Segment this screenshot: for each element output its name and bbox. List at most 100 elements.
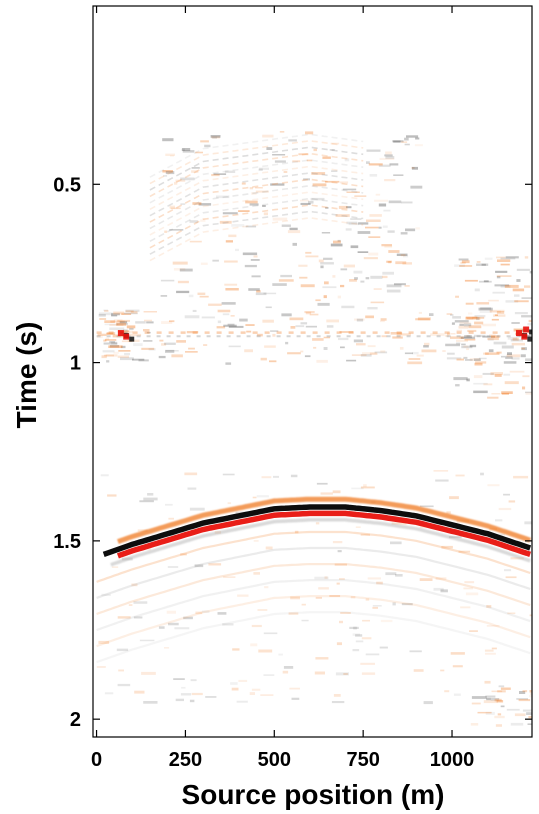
shallow-noise: [274, 160, 286, 163]
flat-event-noise: [356, 343, 366, 346]
shallow-noise: [344, 158, 350, 162]
shallow-noise: [265, 306, 272, 309]
deep-noise: [205, 696, 217, 698]
shallow-noise: [365, 226, 379, 229]
deep-noise: [134, 690, 145, 694]
shallow-noise: [404, 285, 410, 287]
shallow-noise: [388, 250, 400, 253]
shallow-noise: [305, 251, 312, 254]
deep-noise: [238, 679, 248, 682]
right-edge-noise: [476, 261, 481, 263]
flat-event-noise: [493, 314, 506, 317]
deep-noise: [230, 682, 238, 685]
shallow-noise: [255, 292, 267, 296]
shallow-noise: [164, 230, 168, 233]
shallow-noise: [212, 136, 217, 139]
shallow-noise: [199, 295, 209, 298]
right-edge-noise: [489, 309, 505, 313]
flat-event-noise: [367, 345, 376, 348]
right-edge-noise: [521, 347, 525, 350]
right-edge-noise: [524, 256, 529, 259]
shallow-noise: [331, 170, 338, 172]
deep-noise: [180, 693, 192, 696]
flat-event-noise: [450, 336, 464, 339]
deep-noise: [351, 487, 364, 490]
shallow-noise: [255, 190, 269, 193]
shallow-noise: [292, 242, 297, 246]
right-edge-noise: [467, 329, 477, 332]
shallow-noise: [386, 284, 402, 288]
flat-event-noise: [143, 340, 153, 342]
shallow-noise: [175, 179, 186, 182]
flat-event-noise: [339, 331, 354, 333]
deep-noise: [222, 473, 235, 476]
flat-event-noise: [290, 326, 296, 329]
bottom-noise: [470, 723, 479, 726]
flat-event-noise: [256, 333, 263, 337]
left-edge-noise: [113, 351, 119, 354]
deep-noise: [355, 526, 361, 528]
flat-event-noise: [351, 354, 367, 356]
shallow-noise: [379, 157, 395, 160]
shallow-noise: [305, 255, 319, 258]
flat-event-noise: [146, 331, 151, 334]
right-edge-noise: [511, 342, 525, 346]
bottom-noise: [498, 685, 505, 688]
deep-noise: [380, 619, 393, 623]
right-edge-noise: [478, 357, 487, 360]
shallow-noise: [330, 243, 343, 247]
shallow-noise: [346, 191, 360, 193]
flat-event-noise: [380, 318, 387, 321]
shallow-noise: [368, 252, 379, 256]
left-edge-noise: [129, 333, 142, 337]
shallow-noise: [300, 284, 315, 288]
right-edge-noise: [503, 373, 511, 376]
deep-noise: [118, 669, 124, 672]
right-edge-noise: [497, 259, 511, 262]
flat-event-noise: [473, 358, 481, 361]
shallow-noise: [170, 207, 181, 210]
right-edge-noise: [489, 334, 496, 338]
deep-noise: [147, 493, 154, 496]
deep-noise: [165, 503, 173, 506]
deep-noise: [329, 595, 341, 597]
right-edge-noise: [478, 307, 493, 311]
shallow-noise: [191, 170, 199, 173]
shallow-noise: [323, 257, 333, 260]
shallow-noise: [288, 139, 297, 142]
flat-event-noise: [270, 330, 279, 332]
flat-event-noise: [216, 326, 226, 329]
right-edge-noise: [512, 288, 525, 292]
left-edge-noise: [129, 328, 134, 330]
right-edge-noise: [501, 393, 509, 395]
right-edge-noise: [455, 384, 460, 387]
shallow-noise: [324, 281, 329, 285]
shallow-noise: [176, 290, 190, 294]
shallow-noise: [281, 224, 291, 227]
right-edge-noise: [465, 316, 478, 319]
deep-noise: [173, 678, 185, 680]
flat-event-noise: [305, 311, 312, 315]
shallow-noise: [401, 141, 408, 143]
right-edge-noise: [459, 323, 464, 326]
deep-noise: [104, 692, 114, 695]
flat-event-noise: [217, 320, 222, 324]
right-edge-noise: [504, 284, 519, 288]
shallow-noise: [384, 154, 393, 157]
deep-noise: [480, 472, 484, 476]
right-edge-noise: [469, 344, 477, 348]
right-edge-noise: [516, 279, 521, 282]
deep-noise: [180, 553, 187, 556]
y-axis: 0.5 1 1.5 2: [53, 174, 532, 731]
right-edge-noise: [522, 375, 530, 378]
deep-noise: [232, 648, 240, 651]
deep-noise: [392, 602, 396, 606]
deep-noise: [435, 479, 449, 482]
right-edge-noise: [484, 257, 493, 260]
shallow-noise: [224, 170, 236, 173]
right-edge-noise: [473, 334, 486, 337]
right-edge-noise: [507, 336, 518, 340]
shallow-noise: [366, 149, 381, 152]
shallow-noise: [188, 294, 194, 298]
